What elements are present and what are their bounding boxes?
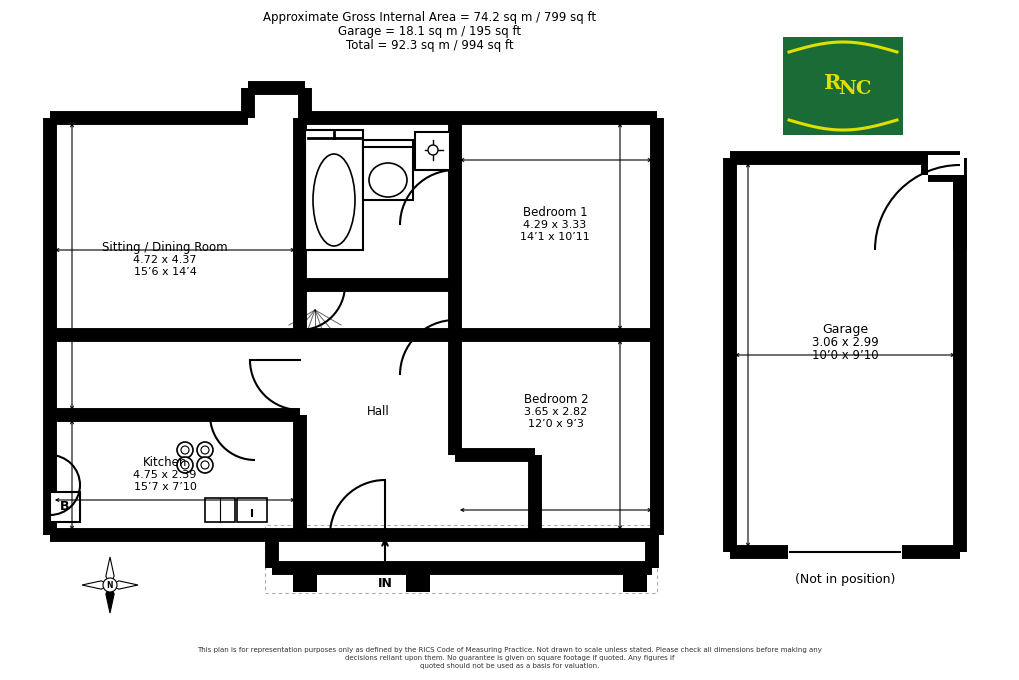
Text: Total = 92.3 sq m / 994 sq ft: Total = 92.3 sq m / 994 sq ft [345, 39, 514, 52]
Polygon shape [110, 581, 138, 589]
Circle shape [428, 145, 437, 155]
Text: R: R [823, 73, 841, 93]
Text: B: B [60, 500, 69, 513]
Ellipse shape [313, 154, 355, 246]
Circle shape [201, 461, 209, 469]
Bar [50, 118, 656, 535]
Circle shape [197, 442, 213, 458]
Bar [292, 568, 317, 592]
Bar [783, 37, 902, 135]
Text: IN: IN [377, 577, 392, 590]
Text: 4.29 x 3.33: 4.29 x 3.33 [523, 220, 586, 230]
Circle shape [177, 442, 193, 458]
Bar [205, 498, 234, 522]
Text: 3.06 x 2.99: 3.06 x 2.99 [811, 337, 877, 350]
Text: 4.75 x 2.39: 4.75 x 2.39 [133, 470, 197, 480]
Text: (Not in position): (Not in position) [794, 573, 895, 586]
Circle shape [197, 457, 213, 473]
Text: Bedroom 2: Bedroom 2 [523, 394, 588, 407]
Text: 10’0 x 9’10: 10’0 x 9’10 [811, 350, 877, 362]
Ellipse shape [369, 163, 407, 197]
Text: Approximate Gross Internal Area = 74.2 sq m / 799 sq ft: Approximate Gross Internal Area = 74.2 s… [263, 12, 596, 24]
Text: 15’7 x 7’10: 15’7 x 7’10 [133, 482, 197, 492]
Text: Sitting / Dining Room: Sitting / Dining Room [102, 241, 227, 254]
Polygon shape [106, 557, 114, 585]
Text: Garage: Garage [821, 324, 867, 337]
Bar [415, 132, 449, 170]
Bar [927, 155, 963, 175]
Bar [272, 535, 651, 568]
Polygon shape [82, 581, 110, 589]
Bar [730, 158, 959, 552]
Bar [265, 525, 656, 593]
Text: Kitchen: Kitchen [143, 456, 187, 469]
Circle shape [103, 578, 117, 592]
Text: N: N [107, 581, 113, 590]
Text: This plan is for representation purposes only as defined by the RICS Code of Mea: This plan is for representation purposes… [198, 647, 821, 669]
Bar [50, 492, 79, 522]
Bar [363, 140, 413, 200]
Circle shape [180, 446, 189, 454]
Text: Bedroom 1: Bedroom 1 [522, 207, 587, 220]
Text: Garage = 18.1 sq m / 195 sq ft: Garage = 18.1 sq m / 195 sq ft [338, 25, 521, 39]
Circle shape [177, 457, 193, 473]
Text: Hall: Hall [366, 405, 389, 418]
Circle shape [180, 461, 189, 469]
Bar [236, 498, 267, 522]
Text: 14’1 x 10’11: 14’1 x 10’11 [520, 232, 589, 242]
Bar [305, 130, 363, 250]
Polygon shape [106, 585, 114, 613]
Text: 15’6 x 14’4: 15’6 x 14’4 [133, 267, 197, 277]
Text: 3.65 x 2.82: 3.65 x 2.82 [524, 407, 587, 417]
Circle shape [201, 446, 209, 454]
Text: 4.72 x 4.37: 4.72 x 4.37 [133, 255, 197, 265]
Text: 12’0 x 9’3: 12’0 x 9’3 [528, 419, 583, 429]
Text: NC: NC [838, 80, 871, 98]
Bar [623, 568, 646, 592]
Bar [406, 568, 430, 592]
